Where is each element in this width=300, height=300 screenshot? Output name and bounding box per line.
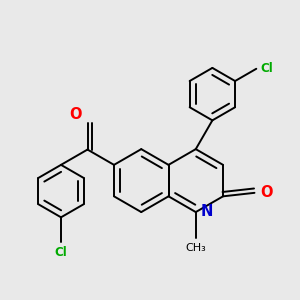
Text: CH₃: CH₃	[185, 243, 206, 253]
Text: O: O	[261, 185, 273, 200]
Text: O: O	[69, 106, 81, 122]
Text: Cl: Cl	[261, 62, 273, 75]
Text: Cl: Cl	[55, 246, 68, 259]
Text: N: N	[201, 204, 213, 219]
